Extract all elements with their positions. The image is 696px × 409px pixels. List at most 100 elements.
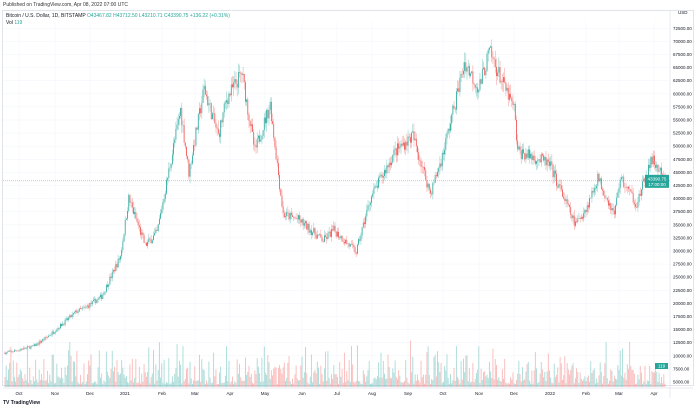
candle-body [332, 229, 334, 231]
volume-bar [10, 346, 12, 387]
volume-bar [270, 370, 272, 387]
volume-bar [362, 370, 364, 387]
volume-bar [314, 369, 316, 387]
candle-body [187, 155, 189, 160]
last-time-label: 17:00:00 [648, 182, 666, 187]
volume-bar [447, 377, 449, 387]
volume-bar [430, 383, 431, 387]
candle-body [659, 167, 661, 171]
tradingview-logo: TV TradingView [3, 400, 41, 406]
volume-bar [322, 381, 324, 387]
volume-bar [75, 376, 77, 387]
volume-bar [596, 378, 598, 387]
volume-bar [300, 365, 302, 387]
currency-label: USD [678, 10, 688, 15]
candle-body [199, 108, 200, 115]
volume-bar [176, 344, 178, 387]
candle-body [80, 308, 81, 310]
candle-body [542, 154, 543, 156]
volume-bar [254, 370, 256, 387]
volume-bar [195, 381, 197, 387]
x-tick-label: Oct [439, 391, 447, 396]
volume-bar [173, 381, 174, 387]
candle-body [606, 198, 608, 201]
candle-body [108, 284, 110, 288]
candle-body [50, 334, 52, 336]
candle-body [127, 210, 128, 219]
candle-body [572, 215, 574, 219]
volume-bar [408, 383, 410, 387]
volume-bar [15, 381, 17, 387]
candle-body [435, 175, 437, 177]
candle-body [616, 197, 618, 206]
candle-body [408, 136, 410, 138]
candle-body [87, 305, 88, 307]
volume-bar [475, 373, 477, 387]
candle-body [651, 157, 653, 165]
candle-body [604, 195, 606, 199]
candle-body [467, 66, 469, 68]
candle-body [237, 72, 239, 88]
candle-body [431, 193, 433, 195]
candle-body [216, 127, 218, 129]
volume-bar [263, 346, 265, 387]
volume-bar [399, 375, 401, 387]
y-tick-label: 57500.00 [673, 104, 692, 109]
volume-bar [89, 365, 91, 387]
candle-body [107, 284, 108, 288]
volume-bar [309, 376, 311, 387]
candle-body [599, 178, 601, 182]
volume-bar [543, 377, 545, 387]
volume-bar [302, 377, 304, 387]
candle-body [193, 144, 194, 156]
y-tick-label: 27500.00 [673, 262, 692, 267]
volume-bar [605, 342, 607, 387]
volume-bar [204, 383, 206, 387]
candle-body [373, 188, 375, 194]
volume-bar [368, 360, 370, 387]
candle-body [453, 105, 455, 109]
volume-bar [275, 367, 277, 387]
candle-body [615, 205, 616, 215]
volume-bar [517, 373, 519, 387]
volume-bar [616, 379, 618, 387]
volume-bar [308, 383, 310, 387]
candle-body [464, 62, 466, 71]
candle-body [384, 169, 385, 177]
candle-body [402, 142, 404, 146]
volume-bar [505, 382, 507, 387]
volume-bar [437, 351, 438, 387]
candle-body [307, 223, 309, 230]
volume-bar [283, 362, 285, 387]
candle-body [565, 199, 567, 201]
volume-bar [299, 380, 301, 387]
volume-bar [648, 381, 649, 387]
x-tick-label: Jun [298, 391, 306, 396]
volume-bar [609, 380, 611, 387]
candle-body [583, 213, 585, 219]
volume-bar [385, 378, 387, 387]
volume-bar [69, 341, 71, 387]
y-tick-label: 22500.00 [673, 288, 692, 293]
volume-bar [473, 382, 475, 387]
candle-body [173, 143, 174, 155]
candle-body [151, 240, 153, 244]
volume-bar [252, 382, 253, 387]
volume-bar [196, 380, 198, 387]
candle-body [378, 177, 380, 188]
candle-body [609, 203, 611, 206]
y-tick-label: 67500.00 [673, 52, 692, 57]
volume-bar [290, 383, 292, 387]
candle-body [510, 93, 512, 98]
volume-bar [58, 377, 60, 387]
volume-bar [652, 372, 654, 387]
volume-bar [209, 377, 211, 387]
volume-bar [574, 378, 576, 387]
candle-body [122, 241, 124, 250]
candle-body [224, 102, 226, 104]
candle-body [567, 203, 569, 205]
candle-body [34, 344, 35, 346]
volume-bar [193, 380, 195, 387]
volume-bar [127, 381, 129, 387]
